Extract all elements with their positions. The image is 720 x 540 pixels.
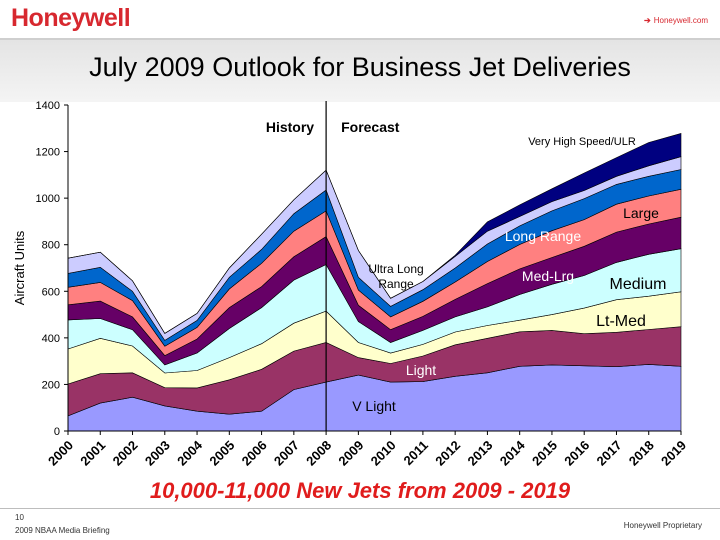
series-label-8: Very High Speed/ULR xyxy=(528,136,636,148)
x-tick-label-9: 2009 xyxy=(335,438,366,469)
series-label-5: Large xyxy=(623,205,659,221)
x-tick-label-5: 2005 xyxy=(206,438,237,469)
series-label-6: Long Range xyxy=(505,228,582,244)
y-tick-label-6: 1200 xyxy=(36,147,60,159)
y-tick-label-1: 200 xyxy=(42,379,60,391)
y-tick-label-7: 1400 xyxy=(36,100,60,112)
x-tick-label-4: 2004 xyxy=(174,437,206,469)
y-tick-label-4: 800 xyxy=(42,240,60,252)
x-tick-label-13: 2013 xyxy=(464,438,495,469)
x-tick-label-15: 2015 xyxy=(529,438,560,469)
x-tick-label-11: 2011 xyxy=(400,438,431,469)
x-tick-label-10: 2010 xyxy=(368,438,399,469)
slide-subtitle: 10,000-11,000 New Jets from 2009 - 2019 xyxy=(149,478,571,503)
x-tick-label-19: 2019 xyxy=(658,438,689,469)
series-label-0: V Light xyxy=(352,398,396,414)
x-tick-label-2: 2002 xyxy=(110,438,141,469)
series-label-2: Lt-Med xyxy=(596,313,646,330)
region-label-history: History xyxy=(266,119,314,135)
footer-divider xyxy=(0,508,720,509)
x-tick-label-1: 2001 xyxy=(77,438,108,469)
honeywell-link[interactable]: ➔ Honeywell.com xyxy=(644,16,708,25)
x-tick-label-18: 2018 xyxy=(626,438,657,469)
y-tick-label-2: 400 xyxy=(42,333,60,345)
y-axis-label: Aircraft Units xyxy=(12,230,27,305)
series-label-4: Med-Lrg xyxy=(522,268,574,284)
x-tick-label-8: 2008 xyxy=(303,438,334,469)
y-tick-label-5: 1000 xyxy=(36,193,60,205)
series-label-7-line1: Ultra Long xyxy=(368,262,423,276)
page-title: July 2009 Outlook for Business Jet Deliv… xyxy=(89,52,631,82)
series-area-8 xyxy=(67,133,682,334)
proprietary-notice: Honeywell Proprietary xyxy=(623,521,702,530)
x-tick-label-12: 2012 xyxy=(432,438,463,469)
y-tick-label-3: 600 xyxy=(42,286,60,298)
x-tick-label-16: 2016 xyxy=(561,438,592,469)
series-label-1: Light xyxy=(406,362,436,378)
x-tick-label-17: 2017 xyxy=(594,438,625,469)
arrow-right-icon: ➔ xyxy=(644,16,651,25)
region-label-forecast: Forecast xyxy=(341,119,400,135)
y-tick-label-0: 0 xyxy=(54,426,60,438)
x-tick-label-14: 2014 xyxy=(497,437,529,469)
honeywell-link-text: Honeywell.com xyxy=(653,16,708,25)
honeywell-logo: Honeywell xyxy=(11,4,131,32)
title-band xyxy=(0,38,720,102)
page-number: 10 xyxy=(15,513,24,522)
x-tick-label-0: 2000 xyxy=(45,438,76,469)
x-tick-label-7: 2007 xyxy=(271,438,302,469)
series-label-3: Medium xyxy=(610,276,667,293)
x-tick-label-6: 2006 xyxy=(239,438,270,469)
event-name: 2009 NBAA Media Briefing xyxy=(15,526,110,535)
series-label-7-line2: Range xyxy=(378,277,414,291)
x-tick-label-3: 2003 xyxy=(142,438,173,469)
